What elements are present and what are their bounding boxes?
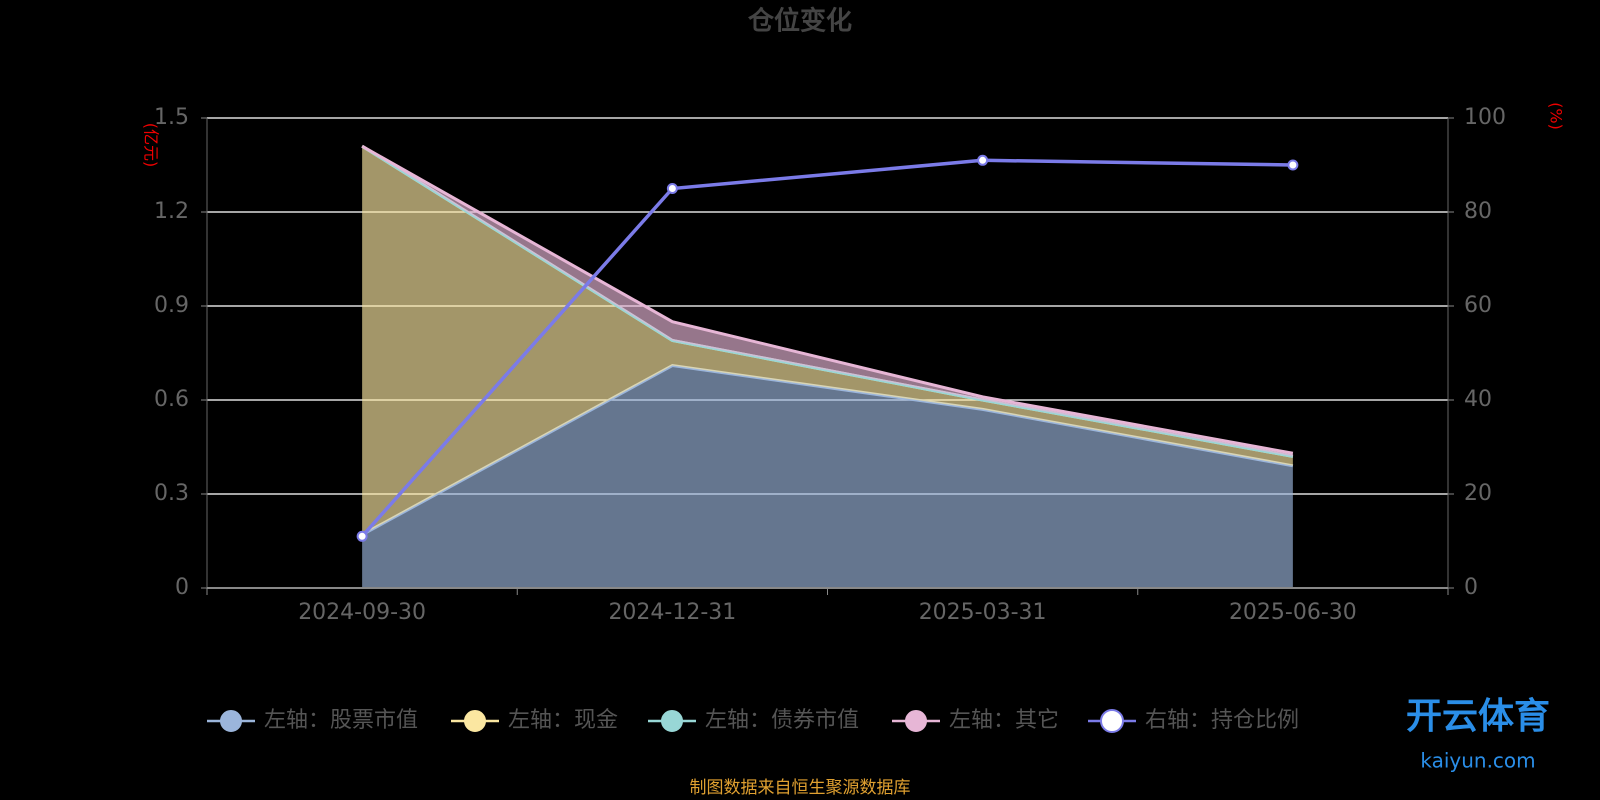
y2-axis-label: (%) [1547,102,1566,130]
y2-tick-label: 40 [1464,387,1492,412]
x-tick-label: 2024-12-31 [608,600,736,625]
y-tick-label: 0 [175,575,189,600]
y2-tick-label: 80 [1464,199,1492,224]
line [360,158,1293,538]
y-tick-label: 0.6 [154,387,189,412]
x-tick-label: 2025-06-30 [1229,600,1357,625]
legend-label: 左轴：股票市值 [264,708,418,733]
legend-marker [464,710,486,732]
line-point [977,154,989,166]
watermark-url: kaiyun.com [1420,749,1535,773]
line-point [1287,159,1299,171]
legend-marker [661,710,683,732]
legend-label: 左轴：现金 [508,708,618,733]
source-note: 制图数据来自恒生聚源数据库 [690,778,911,798]
legend-label: 左轴：债券市值 [705,708,859,733]
y-tick-label: 0.3 [154,481,189,506]
y-tick-label: 0.9 [154,293,189,318]
legend-marker [220,710,242,732]
y2-tick-label: 0 [1464,575,1478,600]
legend-label: 左轴：其它 [949,708,1059,733]
watermark-title: 开云体育 [1406,696,1550,737]
line-point [356,530,368,542]
y2-tick-label: 20 [1464,481,1492,506]
legend-marker [905,710,927,732]
line-point [666,183,678,194]
y-tick-label: 1.2 [154,199,189,224]
legend-marker [1100,709,1124,733]
y-axis-label: (亿元) [142,123,161,168]
y-tick-label: 1.5 [154,105,189,130]
area-line [361,144,1294,455]
y2-tick-label: 100 [1464,105,1506,130]
chart-title: 仓位变化 [747,6,852,37]
x-tick-label: 2024-09-30 [298,600,426,625]
area [362,146,1293,535]
area [362,365,1293,588]
y2-tick-label: 60 [1464,293,1492,318]
legend-label: 右轴：持仓比例 [1145,708,1299,733]
x-tick-label: 2025-03-31 [919,600,1047,625]
